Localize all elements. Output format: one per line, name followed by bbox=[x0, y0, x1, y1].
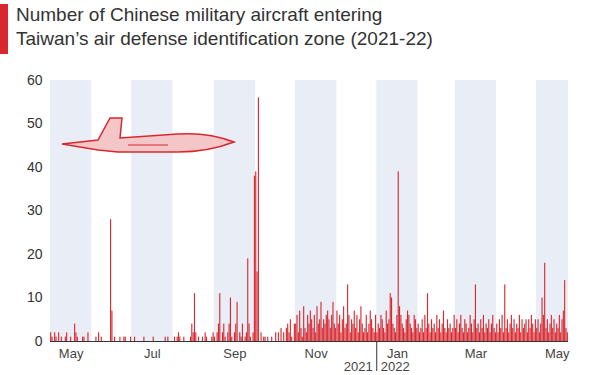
svg-text:50: 50 bbox=[27, 115, 43, 131]
svg-text:20: 20 bbox=[27, 246, 43, 262]
svg-text:Jul: Jul bbox=[144, 346, 161, 361]
svg-text:May: May bbox=[545, 346, 570, 361]
svg-text:10: 10 bbox=[27, 289, 43, 305]
svg-text:2022: 2022 bbox=[381, 359, 410, 374]
svg-text:Jan: Jan bbox=[386, 345, 408, 361]
svg-text:Sep: Sep bbox=[223, 346, 246, 361]
svg-text:Nov: Nov bbox=[305, 346, 329, 361]
svg-text:30: 30 bbox=[27, 202, 43, 218]
html-text:Number of Chinese military air: Number of Chinese military aircraft ente… bbox=[16, 4, 433, 49]
svg-text:0: 0 bbox=[35, 333, 43, 349]
svg-text:60: 60 bbox=[27, 72, 43, 88]
svg-text:May: May bbox=[59, 346, 84, 361]
svg-text:Mar: Mar bbox=[465, 346, 488, 361]
svg-text:40: 40 bbox=[27, 159, 43, 175]
svg-text:2021: 2021 bbox=[344, 359, 373, 374]
